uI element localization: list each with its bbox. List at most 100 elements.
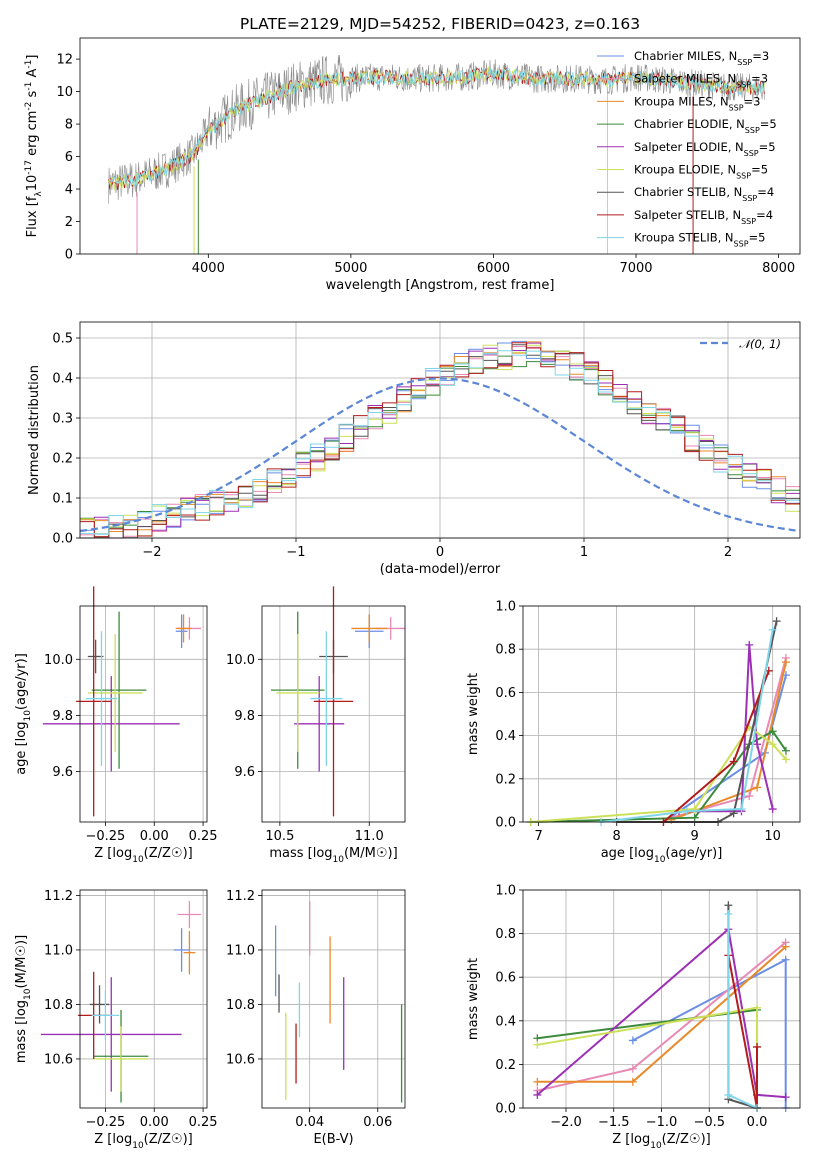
x-tick-label: −1.5 (598, 1115, 630, 1130)
data-point-chabrier_miles (173, 928, 190, 972)
series-marker (533, 1040, 542, 1049)
y-tick-label: 0.0 (495, 1102, 516, 1117)
y-tick-label: 11.2 (44, 889, 73, 904)
x-axis-label: mass [log10(M/M☉)] (269, 846, 397, 865)
x-tick-label: −0.25 (85, 1115, 125, 1130)
data-point-chabrier_stelib (89, 985, 110, 1024)
y-tick-label: 4 (65, 183, 73, 198)
legend-entry: 𝒩(0, 1) (739, 337, 781, 351)
x-tick-label: 5000 (334, 261, 367, 276)
x-tick-label: 1 (580, 545, 588, 560)
legend-entry: Kroupa STELIB, NSSP=5 (634, 231, 765, 249)
y-tick-label: 0.4 (495, 1014, 516, 1029)
series-marker (745, 792, 754, 801)
y-tick-label: 0.0 (52, 532, 73, 547)
x-tick-label: 7 (534, 829, 542, 844)
series-marker (781, 658, 790, 667)
x-tick-label: −0.25 (85, 829, 125, 844)
panel-age-vs-metallicity: −0.25 0.00 0.25 9.6 9.8 10.0 Z [log10(Z/Z☉)] ag… (14, 586, 218, 865)
panel-residual-histogram: −2 −1 0 1 2 0.0 0.1 0.2 0.3 0.4 0.5 (data-model)/er… (27, 321, 801, 577)
x-axis-label: E(B-V) (313, 1132, 353, 1147)
series-marker (745, 640, 754, 649)
x-tick-label: −2 (142, 545, 161, 560)
legend-entry: Salpeter MILES, NSSP=3 (634, 72, 768, 90)
series-line-kroupa_stelib (600, 629, 774, 823)
y-axis-label: mass [log10(M/M☉)] (14, 935, 33, 1063)
series-marker (628, 1064, 637, 1073)
x-tick-label: 0.25 (189, 829, 218, 844)
x-axis-label: Z [log10(Z/Z☉)] (94, 1132, 192, 1151)
x-tick-label: 8000 (762, 261, 795, 276)
y-axis-label: Flux [fλ10-17 erg cm-2 s-1 A-1] (24, 55, 44, 238)
data-point-kroupa_elodie (87, 634, 143, 752)
x-tick-label: 0 (436, 545, 444, 560)
x-tick-label: 6000 (477, 261, 510, 276)
x-axis-label: (data-model)/error (380, 562, 501, 577)
series-marker (724, 1090, 733, 1099)
series-marker (533, 1090, 542, 1099)
data-point-salpeter_elodie (294, 676, 345, 772)
x-tick-label: 0.06 (363, 1115, 392, 1130)
y-tick-label: 0.2 (52, 452, 73, 467)
y-tick-label: 11.2 (226, 889, 255, 904)
spectrum-legend: Chabrier MILES, NSSP=3 Salpeter MILES, NS… (597, 49, 777, 248)
x-axis-label: age [log10(age/yr)] (601, 846, 723, 865)
panel-mass-weight-vs-age: 7 8 9 10 0.0 0.2 0.4 0.6 0.8 1.0 age [log10(age/yr… (466, 600, 801, 865)
axes-frame (522, 889, 801, 1109)
y-tick-label: 9.8 (52, 709, 73, 724)
y-tick-label: 0.2 (495, 1058, 516, 1073)
series-marker (628, 1036, 637, 1045)
series-marker (781, 955, 790, 964)
y-tick-label: 9.6 (234, 765, 255, 780)
y-tick-label: 10.0 (226, 653, 255, 668)
y-tick-label: 10.6 (44, 1052, 73, 1067)
y-tick-label: 0.0 (495, 816, 516, 831)
gaussian-curve (79, 377, 801, 533)
x-tick-label: 8 (612, 829, 620, 844)
x-tick-label: −1 (286, 545, 305, 560)
series-marker (781, 746, 790, 755)
data-point-salpeter_stelib (313, 586, 354, 817)
axes-frame (79, 37, 801, 255)
series-line-salpeter_elodie (536, 927, 786, 1099)
x-tick-label: 7000 (619, 261, 652, 276)
y-tick-label: 0.6 (495, 686, 516, 701)
series-marker (753, 783, 762, 792)
y-axis-label: mass weight (466, 673, 481, 755)
y-tick-label: 12 (56, 53, 73, 68)
x-tick-label: 0.25 (189, 1115, 218, 1130)
y-tick-label: 2 (65, 215, 73, 230)
y-tick-label: 11.0 (226, 943, 255, 958)
y-tick-label: 1.0 (495, 884, 516, 899)
axes-frame (261, 889, 406, 1109)
data-point-salpeter_stelib (76, 586, 112, 817)
axes-frame (261, 605, 406, 823)
x-tick-label: 11.0 (355, 829, 384, 844)
y-tick-label: 0.3 (52, 412, 73, 427)
series-line-chabrier_elodie (537, 1008, 758, 1108)
data-point-kroupa_stelib (91, 990, 120, 1040)
data-point-kroupa_miles (183, 930, 196, 975)
x-tick-label: 0.00 (140, 829, 169, 844)
axes-frame (79, 889, 208, 1109)
y-axis-label: Normed distribution (27, 365, 42, 495)
histogram-steps (80, 350, 800, 535)
data-point-salpeter_miles (177, 900, 202, 929)
data-point-kroupa_miles (351, 614, 388, 643)
data-point-chabrier_elodie (91, 611, 147, 769)
series-marker (772, 617, 781, 626)
y-tick-label: 10 (56, 85, 73, 100)
y-tick-label: 9.8 (234, 709, 255, 724)
x-tick-label: 4000 (192, 261, 225, 276)
data-point-kroupa_miles (175, 614, 192, 643)
legend-entry: Salpeter ELODIE, NSSP=5 (634, 140, 776, 158)
y-tick-label: 8 (65, 118, 73, 133)
series-marker (781, 942, 790, 951)
y-tick-label: 10.8 (44, 998, 73, 1013)
legend-entry: Salpeter STELIB, NSSP=4 (634, 208, 773, 226)
x-axis-label: Z [log10(Z/Z☉)] (612, 1132, 710, 1151)
y-tick-label: 10.6 (226, 1052, 255, 1067)
y-tick-label: 0.8 (495, 927, 516, 942)
data-point-salpeter_elodie (42, 676, 180, 772)
